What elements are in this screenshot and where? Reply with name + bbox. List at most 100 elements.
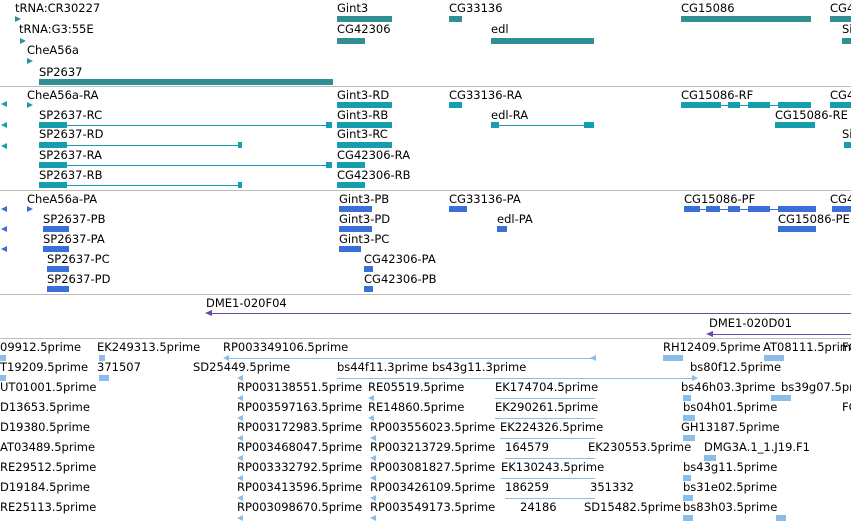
est-label[interactable]: RP003556023.5prime bbox=[370, 420, 496, 434]
peptide-label[interactable]: SP2637-PA bbox=[43, 232, 105, 246]
est-arrow[interactable] bbox=[692, 375, 698, 381]
peptide-label[interactable]: Gint3-PD bbox=[339, 212, 391, 226]
est-label[interactable]: RE14860.5prime bbox=[368, 400, 465, 414]
est-label[interactable]: RP003426109.5prime bbox=[370, 480, 496, 494]
est-arrow[interactable] bbox=[237, 475, 243, 481]
est-label[interactable]: EK230553.5prime bbox=[588, 440, 692, 454]
transcript-label[interactable]: CG15086-RF bbox=[681, 88, 754, 102]
est-label[interactable]: bs31e02.5prime bbox=[683, 480, 778, 494]
est-label[interactable]: RP003549173.5prime bbox=[370, 500, 496, 514]
est-bar[interactable] bbox=[683, 515, 693, 521]
est-label[interactable]: EK224326.5prime bbox=[500, 420, 604, 434]
est-bar[interactable] bbox=[704, 455, 716, 461]
transcript-label[interactable]: SP2637-RC bbox=[39, 108, 103, 122]
est-line[interactable] bbox=[229, 358, 594, 359]
est-label[interactable]: bs83h03.5prime bbox=[683, 500, 778, 514]
oligo-arrow[interactable] bbox=[205, 310, 212, 316]
transcript-exon[interactable] bbox=[238, 182, 242, 188]
est-bar[interactable] bbox=[683, 415, 695, 421]
est-arrow[interactable] bbox=[370, 435, 376, 441]
est-bar[interactable] bbox=[99, 375, 109, 381]
est-bar[interactable] bbox=[764, 355, 784, 361]
gene-label[interactable]: Gint3 bbox=[337, 1, 369, 15]
est-label[interactable]: T19209.5prime bbox=[0, 360, 89, 374]
gene-glyph[interactable] bbox=[15, 16, 21, 22]
transcript-label[interactable]: CG42306-RA bbox=[337, 148, 411, 162]
peptide-bar[interactable] bbox=[778, 206, 816, 212]
est-bar[interactable] bbox=[683, 495, 693, 501]
peptide-label[interactable]: CG33136-PA bbox=[449, 192, 521, 206]
est-arrow[interactable] bbox=[370, 495, 376, 501]
est-label[interactable]: FC bbox=[842, 400, 851, 414]
est-label[interactable]: EK249313.5prime bbox=[97, 340, 201, 354]
est-label[interactable]: RE25113.5prime bbox=[0, 500, 97, 514]
gene-bar[interactable] bbox=[337, 16, 392, 22]
est-arrow[interactable] bbox=[370, 515, 376, 521]
transcript-label[interactable]: SP2637-RD bbox=[39, 127, 104, 141]
peptide-glyph[interactable] bbox=[1, 206, 7, 212]
peptide-bar[interactable] bbox=[339, 226, 372, 232]
peptide-glyph[interactable] bbox=[27, 206, 33, 212]
est-bar[interactable] bbox=[99, 355, 105, 361]
est-arrow[interactable] bbox=[237, 415, 243, 421]
transcript-exon[interactable] bbox=[830, 102, 851, 108]
est-bar[interactable] bbox=[776, 515, 786, 521]
est-label[interactable]: DMG3A.1_1.J19.F1 bbox=[704, 440, 810, 454]
transcript-exon[interactable] bbox=[39, 122, 67, 128]
est-bar[interactable] bbox=[663, 355, 683, 361]
est-label[interactable]: AT03489.5prime bbox=[0, 440, 96, 454]
transcript-exon[interactable] bbox=[337, 122, 392, 128]
est-label[interactable]: RP003349106.5prime bbox=[223, 340, 349, 354]
est-label[interactable]: bs39g07.5prime bbox=[781, 380, 851, 394]
peptide-bar[interactable] bbox=[748, 206, 770, 212]
transcript-exon[interactable] bbox=[844, 142, 851, 148]
est-label[interactable]: D19184.5prime bbox=[0, 480, 90, 494]
peptide-bar[interactable] bbox=[449, 206, 467, 212]
est-label[interactable]: RE05519.5prime bbox=[368, 380, 465, 394]
est-label[interactable]: bs80f12.5prime bbox=[690, 360, 782, 374]
transcript-label[interactable]: CG42306-RB bbox=[337, 168, 411, 182]
transcript-exon[interactable] bbox=[491, 122, 499, 128]
gene-bar[interactable] bbox=[337, 38, 365, 44]
gene-label[interactable]: CG15086 bbox=[681, 1, 735, 15]
est-bar[interactable] bbox=[771, 395, 791, 401]
transcript-exon[interactable] bbox=[337, 162, 365, 168]
gene-bar[interactable] bbox=[842, 38, 851, 44]
est-label[interactable]: 09912.5prime bbox=[0, 340, 82, 354]
transcript-exon[interactable] bbox=[238, 142, 242, 148]
est-arrow[interactable] bbox=[237, 495, 243, 501]
est-label[interactable]: RP003413596.5prime bbox=[237, 480, 363, 494]
peptide-label[interactable]: CG42306-PB bbox=[364, 272, 437, 286]
est-line[interactable] bbox=[495, 418, 595, 419]
est-label[interactable]: bs43g11.3prime bbox=[432, 360, 527, 374]
est-arrow[interactable] bbox=[368, 395, 374, 401]
est-arrow[interactable] bbox=[368, 415, 374, 421]
est-arrow[interactable] bbox=[370, 475, 376, 481]
est-line[interactable] bbox=[505, 458, 595, 459]
peptide-bar[interactable] bbox=[364, 266, 373, 272]
oligo-line[interactable] bbox=[712, 334, 851, 335]
peptide-bar[interactable] bbox=[47, 266, 69, 272]
est-label[interactable]: RP003138551.5prime bbox=[237, 380, 363, 394]
est-label[interactable]: D19380.5prime bbox=[0, 420, 90, 434]
transcript-label[interactable]: CheA56a-RA bbox=[27, 88, 99, 102]
est-bar[interactable] bbox=[683, 435, 695, 441]
est-label[interactable]: RP003172983.5prime bbox=[237, 420, 363, 434]
transcript-exon[interactable] bbox=[778, 102, 811, 108]
gene-label[interactable]: CG42306 bbox=[337, 22, 391, 36]
peptide-glyph[interactable] bbox=[1, 226, 7, 232]
transcript-label[interactable]: Si bbox=[842, 127, 851, 141]
est-label[interactable]: 24186 bbox=[520, 500, 557, 514]
peptide-label[interactable]: edl-PA bbox=[497, 212, 533, 226]
est-line[interactable] bbox=[495, 398, 595, 399]
est-arrow[interactable] bbox=[237, 455, 243, 461]
transcript-exon[interactable] bbox=[39, 142, 67, 148]
est-arrow[interactable] bbox=[237, 435, 243, 441]
transcript-glyph[interactable] bbox=[1, 122, 7, 128]
transcript-label[interactable]: CG15086-RE bbox=[775, 108, 848, 122]
gene-label[interactable]: CG4 bbox=[830, 1, 851, 15]
gene-label[interactable]: SP2637 bbox=[39, 65, 83, 79]
est-bar[interactable] bbox=[683, 395, 691, 401]
transcript-exon[interactable] bbox=[775, 122, 815, 128]
transcript-label[interactable]: CG33136-RA bbox=[449, 88, 523, 102]
